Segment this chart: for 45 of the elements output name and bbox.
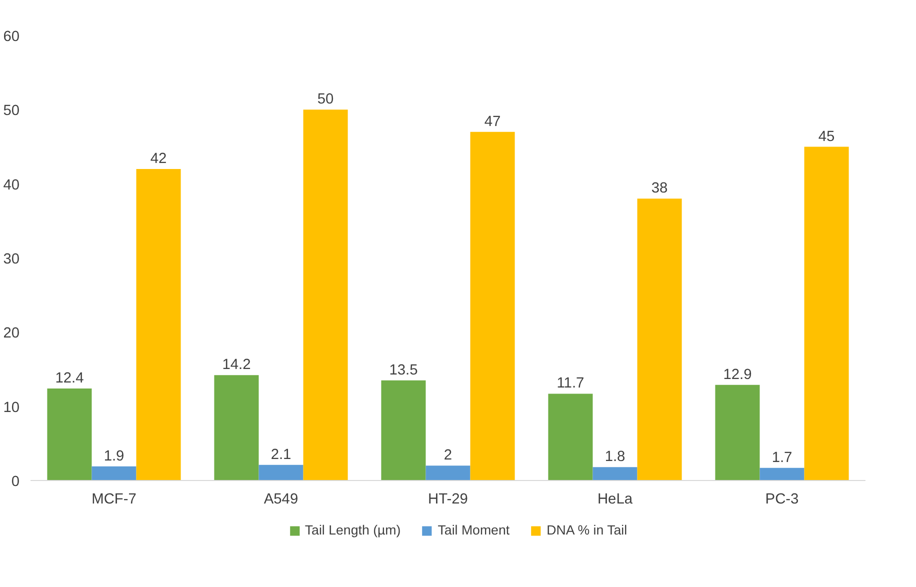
- y-tick-label: 0: [11, 474, 20, 490]
- y-tick-label: 30: [3, 252, 20, 268]
- bar: [303, 110, 348, 480]
- bar: [214, 375, 259, 480]
- x-tick-label: HeLa: [597, 492, 634, 508]
- legend-label: Tail Length (µm): [304, 522, 401, 538]
- data-label: 42: [150, 151, 167, 167]
- x-tick-label: A549: [264, 492, 298, 508]
- y-tick-label: 60: [3, 29, 20, 45]
- bar: [548, 394, 593, 480]
- bar: [258, 464, 304, 480]
- legend-label: Tail Moment: [438, 522, 510, 538]
- data-label: 2.1: [270, 446, 292, 463]
- x-tick-label: HT-29: [428, 492, 468, 508]
- bar: [592, 467, 638, 480]
- data-label: 1.8: [604, 449, 626, 466]
- bar: [136, 169, 181, 480]
- legend-label: DNA % in Tail: [546, 522, 628, 538]
- bar: [637, 198, 682, 480]
- data-label: 12.9: [723, 366, 752, 383]
- y-tick-label: 50: [3, 103, 20, 120]
- y-tick-label: 20: [3, 326, 20, 342]
- bar: [804, 146, 849, 480]
- data-label: 1.7: [772, 450, 792, 466]
- bar: [760, 468, 804, 480]
- x-tick-label: PC-3: [765, 492, 799, 508]
- data-label: 45: [818, 128, 835, 145]
- data-label: 2: [444, 448, 452, 464]
- bar: [470, 132, 515, 480]
- y-tick-label: 40: [3, 177, 20, 194]
- bar: [381, 380, 426, 480]
- bar: [92, 466, 136, 480]
- bar: [426, 466, 470, 480]
- data-label: 13.5: [389, 362, 418, 378]
- data-label: 38: [651, 180, 668, 197]
- data-label: 50: [317, 92, 334, 108]
- y-tick-label: 10: [3, 400, 20, 416]
- data-label: 1.9: [104, 448, 124, 464]
- data-label: 14.2: [222, 357, 251, 374]
- data-label: 11.7: [556, 376, 584, 392]
- data-label: 12.4: [55, 370, 84, 387]
- bar: [47, 388, 92, 480]
- x-tick-label: MCF-7: [92, 492, 136, 508]
- bar: [715, 384, 760, 480]
- data-label: 47: [484, 114, 501, 130]
